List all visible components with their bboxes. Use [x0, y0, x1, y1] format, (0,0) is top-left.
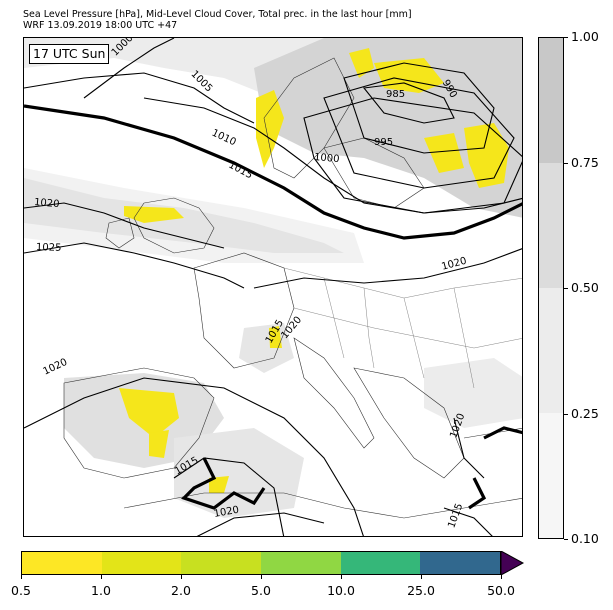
cloud-colorbar-tick	[564, 37, 568, 38]
isobar-label: 995	[374, 137, 394, 148]
isobar-1015-bold	[24, 104, 522, 510]
cloud-colorbar-segment	[539, 288, 563, 413]
coast-north-africa	[123, 492, 522, 519]
precip-blob	[424, 133, 464, 173]
cloud-colorbar-segment	[539, 413, 563, 538]
precip-colorbar-tick	[261, 575, 262, 579]
cloud-cover-layer	[24, 38, 522, 518]
precip-colorbar-tick-label: 25.0	[407, 583, 435, 598]
isobar-1015-africa	[181, 457, 266, 510]
cloud-colorbar-segment	[539, 38, 563, 163]
isobar-1020-south	[196, 512, 325, 536]
precipitation-colorbar	[21, 551, 501, 575]
isobar-985	[362, 82, 455, 124]
precip-blob	[209, 476, 229, 493]
precip-colorbar-tick-label: 2.0	[171, 583, 191, 598]
isobar-990	[343, 62, 495, 154]
coast-france	[193, 252, 295, 369]
coast-iberia	[63, 367, 215, 479]
cloud-colorbar-tick	[564, 288, 568, 289]
coast-british-isles	[133, 197, 215, 254]
borders	[283, 267, 522, 389]
isobar-1015-main	[24, 104, 522, 240]
cloud-colorbar-tick-label: 0.50	[571, 280, 599, 295]
precip-blob	[269, 326, 282, 348]
precip-colorbar-segment	[181, 552, 261, 574]
precip-blob	[119, 388, 179, 438]
isobar-1015-med	[173, 457, 285, 536]
cloud-band-scandinavia	[254, 38, 522, 218]
precip-blob	[149, 430, 169, 458]
isobar-1005	[24, 72, 255, 124]
precip-colorbar-tick-label: 1.0	[91, 583, 111, 598]
precip-colorbar-tick	[421, 575, 422, 579]
border-line	[283, 267, 522, 299]
border-line	[293, 307, 522, 349]
isobar-1015-levant2	[468, 477, 487, 510]
cloud-colorbar-tick-label: 1.00	[571, 29, 599, 44]
coast-balkans	[353, 367, 465, 479]
cloud-colorbar-tick-label: 0.75	[571, 154, 599, 170]
precip-colorbar-tick-label: 5.0	[251, 583, 271, 598]
isobar-1000-west	[83, 38, 175, 99]
isobar-1015-levant	[483, 426, 522, 440]
cloud-cover-colorbar	[538, 37, 564, 539]
border-line	[323, 277, 345, 359]
border-line	[403, 297, 425, 379]
isobar-1020-atl	[24, 202, 225, 249]
border-line	[453, 287, 475, 389]
precip-colorbar-tick	[181, 575, 182, 579]
precip-colorbar-tick-label: 0.5	[11, 583, 31, 598]
chart-title: Sea Level Pressure [hPa], Mid-Level Clou…	[23, 9, 412, 20]
valid-time-box: 17 UTC Sun	[29, 44, 110, 64]
cloud-colorbar-tick	[564, 413, 568, 415]
isobar-995	[323, 77, 515, 189]
cloud-colorbar-tick	[564, 539, 568, 540]
precip-colorbar-segment	[22, 552, 102, 574]
isobar-label: 985	[386, 89, 406, 100]
isobar-1010	[143, 97, 522, 214]
cloud-colorbar-tick	[564, 162, 568, 164]
cloud-colorbar-segment	[539, 163, 563, 288]
isobar-label: 1020	[33, 197, 60, 211]
precip-colorbar-segment	[261, 552, 341, 574]
precip-colorbar-tick	[101, 575, 102, 579]
precip-blob	[464, 123, 509, 188]
coast-italy	[293, 337, 375, 449]
cloud-patch-north-africa	[174, 428, 304, 518]
coast-ireland	[105, 217, 135, 249]
weather-map: 1000 1005 1010 1015 1020 1025 985 990 995 1000 102…	[23, 37, 523, 537]
precip-colorbar-segment	[420, 552, 500, 574]
isobar-label: 1025	[35, 242, 62, 254]
colorbar-extend-arrow	[501, 551, 525, 575]
isobar-1020-med	[24, 377, 364, 536]
isobars	[24, 38, 522, 536]
precip-colorbar-tick-label: 10.0	[327, 583, 355, 598]
isobar-label: 1000	[313, 152, 340, 166]
border-line	[363, 287, 375, 369]
isobar-1025	[24, 242, 245, 289]
model-run-subtitle: WRF 13.09.2019 18:00 UTC +47	[23, 20, 178, 31]
precip-colorbar-segment	[101, 552, 182, 574]
precip-colorbar-tick	[341, 575, 342, 579]
cloud-colorbar-tick-label: 0.10	[571, 531, 599, 546]
precip-blob	[349, 48, 374, 78]
coastlines	[63, 57, 522, 519]
isobar-1000-east	[303, 97, 522, 214]
precip-colorbar-tick	[501, 575, 502, 579]
isobar-1020-east	[453, 417, 485, 479]
cloud-colorbar-tick-label: 0.25	[571, 405, 599, 421]
cloud-band-atlantic-light	[24, 168, 364, 263]
precip-colorbar-segment	[340, 552, 421, 574]
isobar-1015-east	[443, 507, 493, 536]
coast-scandinavia	[263, 57, 355, 179]
isobar-1020-central	[253, 248, 522, 289]
precip-colorbar-tick	[21, 575, 22, 579]
precip-colorbar-tick-label: 50.0	[487, 583, 515, 598]
cloud-patch-east	[424, 358, 522, 428]
precip-blob	[256, 90, 284, 168]
map-canvas	[24, 38, 522, 536]
